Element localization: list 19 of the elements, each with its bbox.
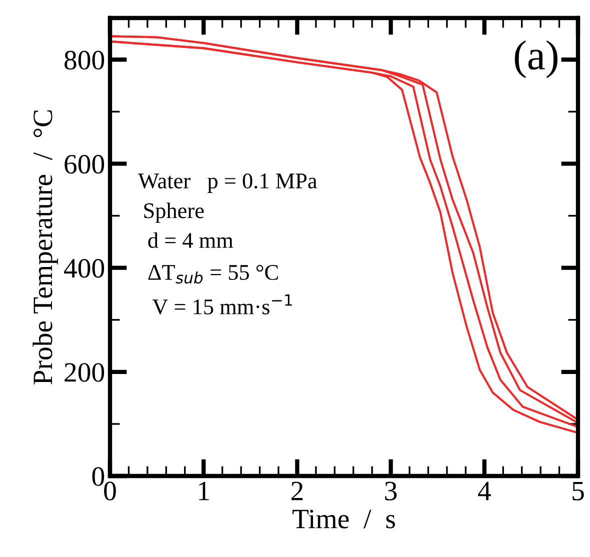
x-tick-label: 2 [291,482,303,500]
y-tick-label: 800 [64,50,104,70]
x-tick-label: 3 [385,482,397,500]
x-axis-title: Time / s [292,510,395,528]
x-tick-label: 4 [478,482,491,500]
annotation: ΔT$_{sub}$ = 55 °C [148,264,278,284]
annotation: Water p = 0.1 MPa [138,173,318,193]
x-tick-label: 1 [199,482,209,500]
annotation: Sphere [144,202,204,223]
x-tick-label: 5 [572,482,584,500]
y-tick-label: 600 [64,154,104,174]
y-axis-title: Probe Temperature / °C [32,110,58,384]
annotation: (a) [514,40,558,78]
y-tick-label: 200 [64,363,104,382]
annotation: V = 15 mm·s$^{−1}$ [152,294,292,315]
y-tick-label: 0 [92,467,104,486]
x-tick-label: 0 [104,482,116,500]
annotation: d = 4 mm [148,232,234,248]
y-tick-label: 400 [64,258,104,278]
